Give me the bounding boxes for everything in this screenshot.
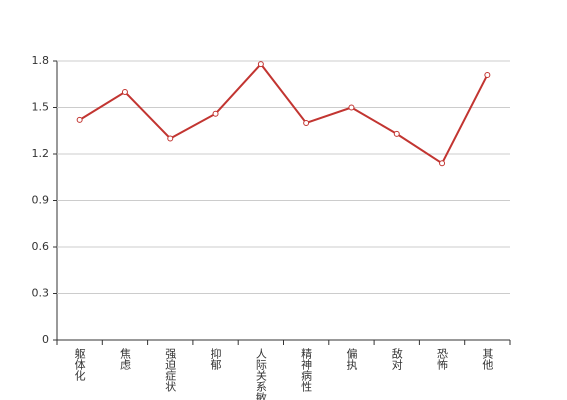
point bbox=[212, 110, 219, 117]
point bbox=[121, 89, 128, 95]
x-tick-label: 焦虑 bbox=[118, 348, 131, 370]
point bbox=[303, 120, 310, 126]
point bbox=[439, 160, 446, 167]
y-tick-label: 0.3 bbox=[32, 287, 50, 300]
x-tick-label: 其他 bbox=[481, 348, 494, 370]
x-tick-label: 偏执 bbox=[345, 347, 358, 371]
x-tick-label: 精神病性 bbox=[300, 348, 313, 393]
y-tick-label: 0.9 bbox=[32, 194, 50, 207]
point bbox=[393, 130, 400, 137]
x-tick-label: 敌对 bbox=[390, 347, 403, 370]
y-tick-label: 1.2 bbox=[32, 147, 50, 160]
point bbox=[76, 116, 83, 123]
x-tick-label: 抑郁 bbox=[209, 347, 222, 370]
point bbox=[348, 104, 355, 111]
point bbox=[484, 71, 491, 78]
y-tick-label: 1.5 bbox=[32, 101, 50, 114]
y-tick-label: 0 bbox=[42, 333, 49, 346]
y-tick-label: 1.8 bbox=[32, 54, 50, 67]
x-tick-label: 人际关系敏感 bbox=[254, 348, 267, 400]
x-tick-label: 躯体化 bbox=[73, 348, 86, 382]
x-tick-label: 恐怖 bbox=[436, 348, 449, 370]
y-tick-label: 0.6 bbox=[32, 240, 50, 253]
point bbox=[167, 135, 174, 142]
x-tick-label: 强迫症状 bbox=[164, 348, 177, 392]
point bbox=[257, 61, 264, 68]
line bbox=[79, 62, 489, 165]
